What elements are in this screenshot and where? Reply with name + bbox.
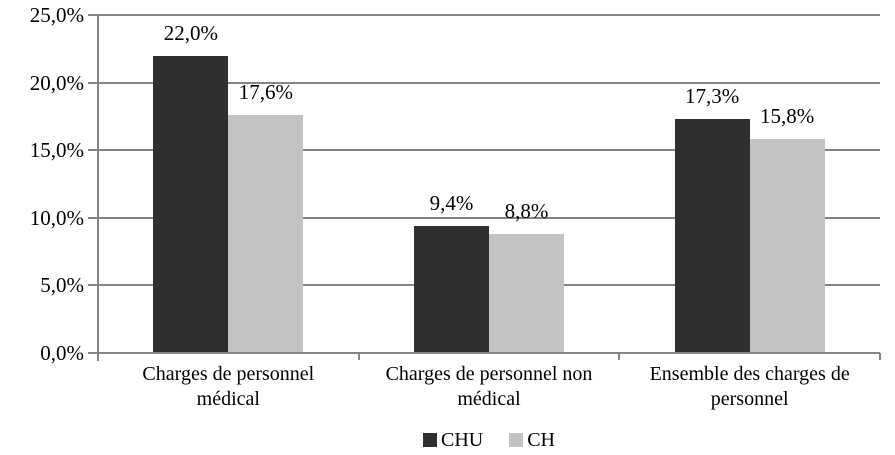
bar-ch-1 (228, 115, 304, 353)
y-axis-tick-label: 0,0% (40, 341, 84, 365)
y-axis-tick-label: 25,0% (29, 3, 84, 27)
category-label-1: Charges de personnel médical (98, 362, 359, 412)
bar-value-label-chu-1: 22,0% (163, 20, 218, 45)
x-axis-tick (879, 353, 881, 360)
legend: CHU CH (98, 427, 880, 453)
bar-value-label-ch-1: 17,6% (238, 80, 293, 105)
category-label-line: Charges de personnel (142, 363, 315, 385)
y-axis-tick-label: 5,0% (40, 273, 84, 298)
x-axis-labels: Charges de personnel médical Charges de pe… (98, 362, 880, 414)
bar-ch-3 (749, 139, 825, 353)
category-label-line: médical (196, 388, 260, 410)
y-axis-tick (88, 81, 98, 84)
category-label-line: Ensemble des charges de (649, 363, 850, 385)
y-axis-tick-label: 10,0% (29, 205, 84, 230)
legend-item-ch: CH (509, 427, 555, 453)
legend-swatch-chu (422, 433, 437, 447)
bar-value-label-chu-2: 9,4% (429, 190, 474, 215)
y-axis-tick (88, 14, 98, 16)
y-axis-tick (88, 284, 98, 287)
bar-ch-2 (489, 234, 564, 353)
gridline-15 (98, 149, 880, 152)
x-axis-tick (618, 353, 621, 360)
y-axis-tick (88, 352, 98, 354)
y-axis-tick-label: 15,0% (29, 138, 84, 163)
gridline-10 (98, 216, 880, 219)
bar-value-label-ch-2: 8,8% (504, 199, 549, 224)
gridline-20 (98, 81, 880, 84)
legend-label-chu: CHU (440, 429, 484, 451)
y-axis-line (97, 15, 99, 361)
bar-value-label-ch-3: 15,8% (760, 104, 815, 129)
bar-chu-2 (414, 225, 489, 353)
y-axis-tick-label: 20,0% (29, 70, 84, 95)
legend-label-ch: CH (527, 429, 556, 451)
plot-area: 0,0% 5,0% 10,0% 15,0% 20,0% 25,0% 22,0% 9,4% 17,… (30, 3, 881, 365)
y-axis-tick (88, 149, 98, 152)
bar-chu-1 (153, 55, 229, 353)
y-axis-tick (88, 216, 98, 219)
legend-swatch-ch (509, 433, 524, 447)
x-axis-tick (357, 353, 360, 360)
category-label-2: Charges de personnel non médical (359, 362, 620, 412)
category-label-line: Charges de personnel non (385, 363, 593, 385)
x-axis-line (98, 352, 880, 354)
category-label-line: médical (457, 388, 521, 410)
legend-item-chu: CHU (422, 427, 484, 453)
gridline-25 (98, 14, 880, 16)
category-label-3: Ensemble des charges de personnel (619, 362, 880, 412)
category-label-line: personnel (710, 388, 789, 410)
bar-chu-3 (674, 119, 750, 353)
bar-value-label-chu-3: 17,3% (685, 84, 740, 109)
